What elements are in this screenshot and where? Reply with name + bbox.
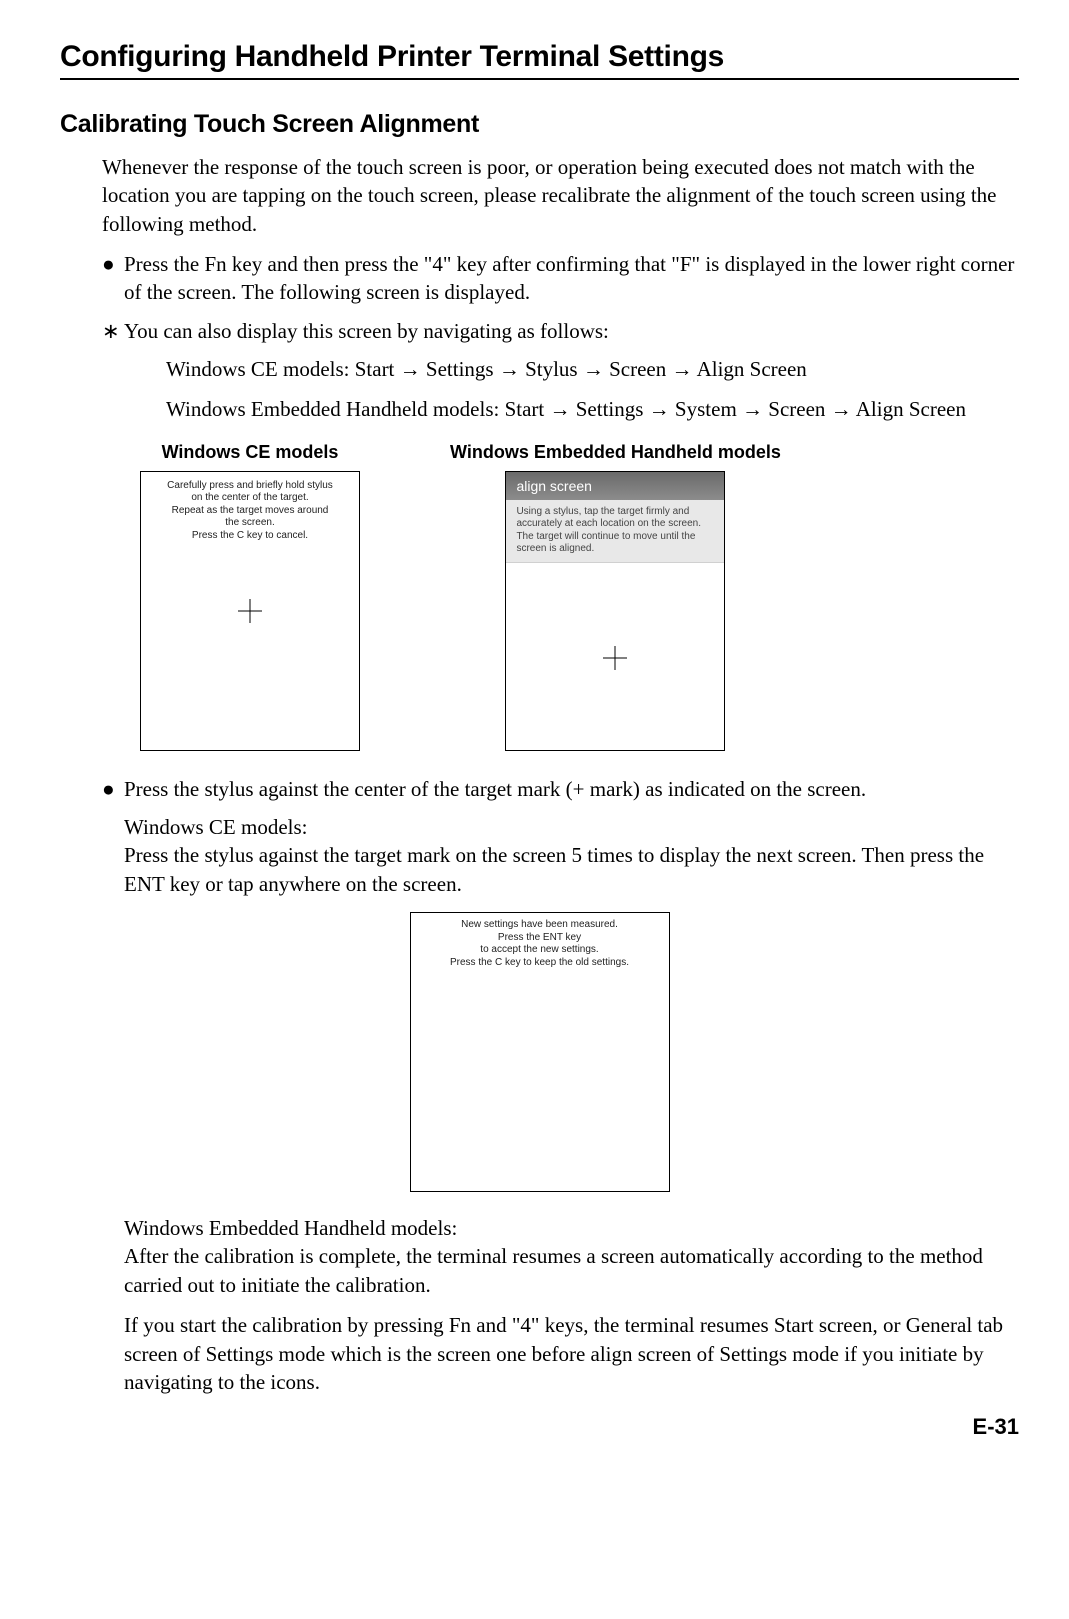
bullet-dot-icon: ●	[102, 250, 124, 278]
crosshair-icon	[603, 646, 627, 670]
ce-line-1: Carefully press and briefly hold stylus	[147, 480, 353, 493]
title-rule	[60, 78, 1019, 80]
closing-paragraph: If you start the calibration by pressing…	[124, 1311, 1019, 1396]
nav-path-weh: Windows Embedded Handheld models: Start …	[166, 395, 1019, 423]
page-title: Configuring Handheld Printer Terminal Se…	[60, 40, 1019, 74]
figure-ce: Windows CE models Carefully press and br…	[140, 442, 360, 751]
bullet-dot-icon: ●	[102, 775, 124, 803]
asterisk-icon: ∗	[102, 317, 124, 345]
section-title: Calibrating Touch Screen Alignment	[60, 110, 1019, 139]
bullet-item-1: ● Press the Fn key and then press the "4…	[102, 250, 1019, 307]
asterisk-text: You can also display this screen by navi…	[124, 317, 1019, 345]
figure-weh: Windows Embedded Handheld models align s…	[450, 442, 781, 751]
figure-ce-caption: Windows CE models	[162, 442, 339, 463]
ce-line-3: Repeat as the target moves around	[147, 505, 353, 518]
weh-screen-canvas	[506, 567, 724, 750]
ce-screen-text: Carefully press and briefly hold stylus …	[141, 472, 359, 543]
weh-instructions: Windows Embedded Handheld models: After …	[124, 1214, 1019, 1299]
ce-instr-body: Press the stylus against the target mark…	[124, 843, 984, 895]
ce-screen-frame: Carefully press and briefly hold stylus …	[140, 471, 360, 751]
nav-path-ce: Windows CE models: Start → Settings → St…	[166, 355, 1019, 383]
intro-paragraph: Whenever the response of the touch scree…	[102, 153, 1019, 238]
weh-instr-head: Windows Embedded Handheld models:	[124, 1216, 457, 1240]
bullet-item-2: ● Press the stylus against the center of…	[102, 775, 1019, 803]
weh-instr-body: After the calibration is complete, the t…	[124, 1244, 983, 1296]
result-line-2: Press the ENT key	[415, 932, 665, 945]
ce-line-2: on the center of the target.	[147, 492, 353, 505]
weh-screen-frame: align screen Using a stylus, tap the tar…	[505, 471, 725, 751]
ce-instructions: Windows CE models: Press the stylus agai…	[124, 813, 1019, 898]
result-line-1: New settings have been measured.	[415, 919, 665, 932]
result-screen-text: New settings have been measured. Press t…	[411, 913, 669, 969]
ce-line-4: the screen.	[147, 517, 353, 530]
weh-screen-body: Using a stylus, tap the target firmly an…	[506, 500, 724, 563]
figures-row: Windows CE models Carefully press and br…	[140, 442, 1019, 751]
weh-screen-header: align screen	[506, 472, 724, 500]
crosshair-icon	[238, 599, 262, 623]
ce-line-5: Press the C key to cancel.	[147, 530, 353, 543]
asterisk-item: ∗ You can also display this screen by na…	[102, 317, 1019, 345]
result-figure-wrap: New settings have been measured. Press t…	[60, 912, 1019, 1192]
result-line-3: to accept the new settings.	[415, 944, 665, 957]
page-number: E-31	[60, 1414, 1019, 1440]
bullet-1-text: Press the Fn key and then press the "4" …	[124, 250, 1019, 307]
ce-instr-head: Windows CE models:	[124, 815, 307, 839]
figure-weh-caption: Windows Embedded Handheld models	[450, 442, 781, 463]
result-screen-frame: New settings have been measured. Press t…	[410, 912, 670, 1192]
result-line-4: Press the C key to keep the old settings…	[415, 957, 665, 970]
bullet-2-text: Press the stylus against the center of t…	[124, 775, 1019, 803]
